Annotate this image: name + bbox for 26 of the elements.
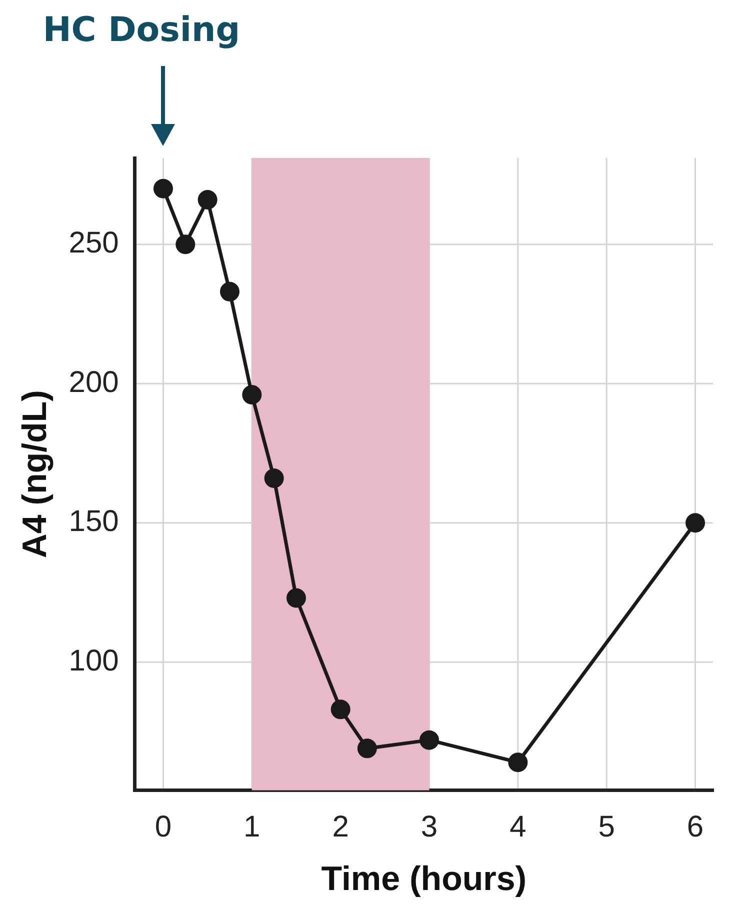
y-tick-label: 100: [68, 644, 119, 678]
y-tick-label: 250: [68, 226, 119, 260]
x-tick-label: 5: [598, 810, 615, 844]
y-tick-label: 200: [68, 366, 119, 399]
x-axis-title: Time (hours): [321, 860, 527, 898]
point: [242, 384, 262, 404]
point: [330, 700, 350, 720]
point: [153, 178, 173, 198]
point: [176, 234, 196, 254]
point: [686, 513, 706, 533]
y-tick-label: 150: [68, 505, 119, 538]
x-tick-label: 2: [332, 810, 349, 844]
point: [198, 190, 218, 210]
y-axis-title: A4 (ng/dL): [16, 390, 54, 558]
x-tick-label: 6: [686, 810, 704, 844]
x-tick-label: 0: [154, 810, 172, 844]
x-tick-label: 3: [420, 810, 438, 844]
point: [264, 468, 284, 488]
point: [286, 588, 306, 608]
text: HC Dosing: [42, 10, 240, 50]
point: [220, 282, 240, 302]
x-tick-label: 4: [510, 810, 526, 844]
point: [419, 730, 439, 750]
x-tick-label: 1: [244, 810, 260, 844]
point: [357, 738, 377, 758]
point: [508, 752, 528, 772]
